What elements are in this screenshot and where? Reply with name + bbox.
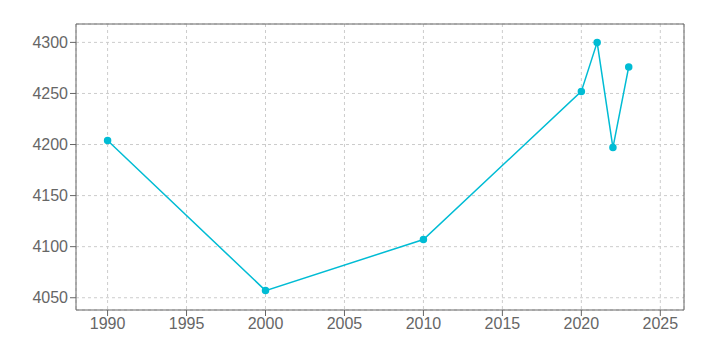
svg-text:4100: 4100 (32, 238, 68, 255)
svg-text:4250: 4250 (32, 85, 68, 102)
svg-text:2020: 2020 (564, 315, 600, 332)
svg-text:2025: 2025 (643, 315, 679, 332)
svg-text:2005: 2005 (327, 315, 363, 332)
svg-text:2000: 2000 (248, 315, 284, 332)
svg-text:2010: 2010 (406, 315, 442, 332)
svg-text:1990: 1990 (90, 315, 126, 332)
svg-text:2015: 2015 (485, 315, 521, 332)
svg-text:4150: 4150 (32, 187, 68, 204)
svg-text:4300: 4300 (32, 34, 68, 51)
svg-text:1995: 1995 (169, 315, 205, 332)
svg-text:4050: 4050 (32, 289, 68, 306)
svg-text:4200: 4200 (32, 136, 68, 153)
